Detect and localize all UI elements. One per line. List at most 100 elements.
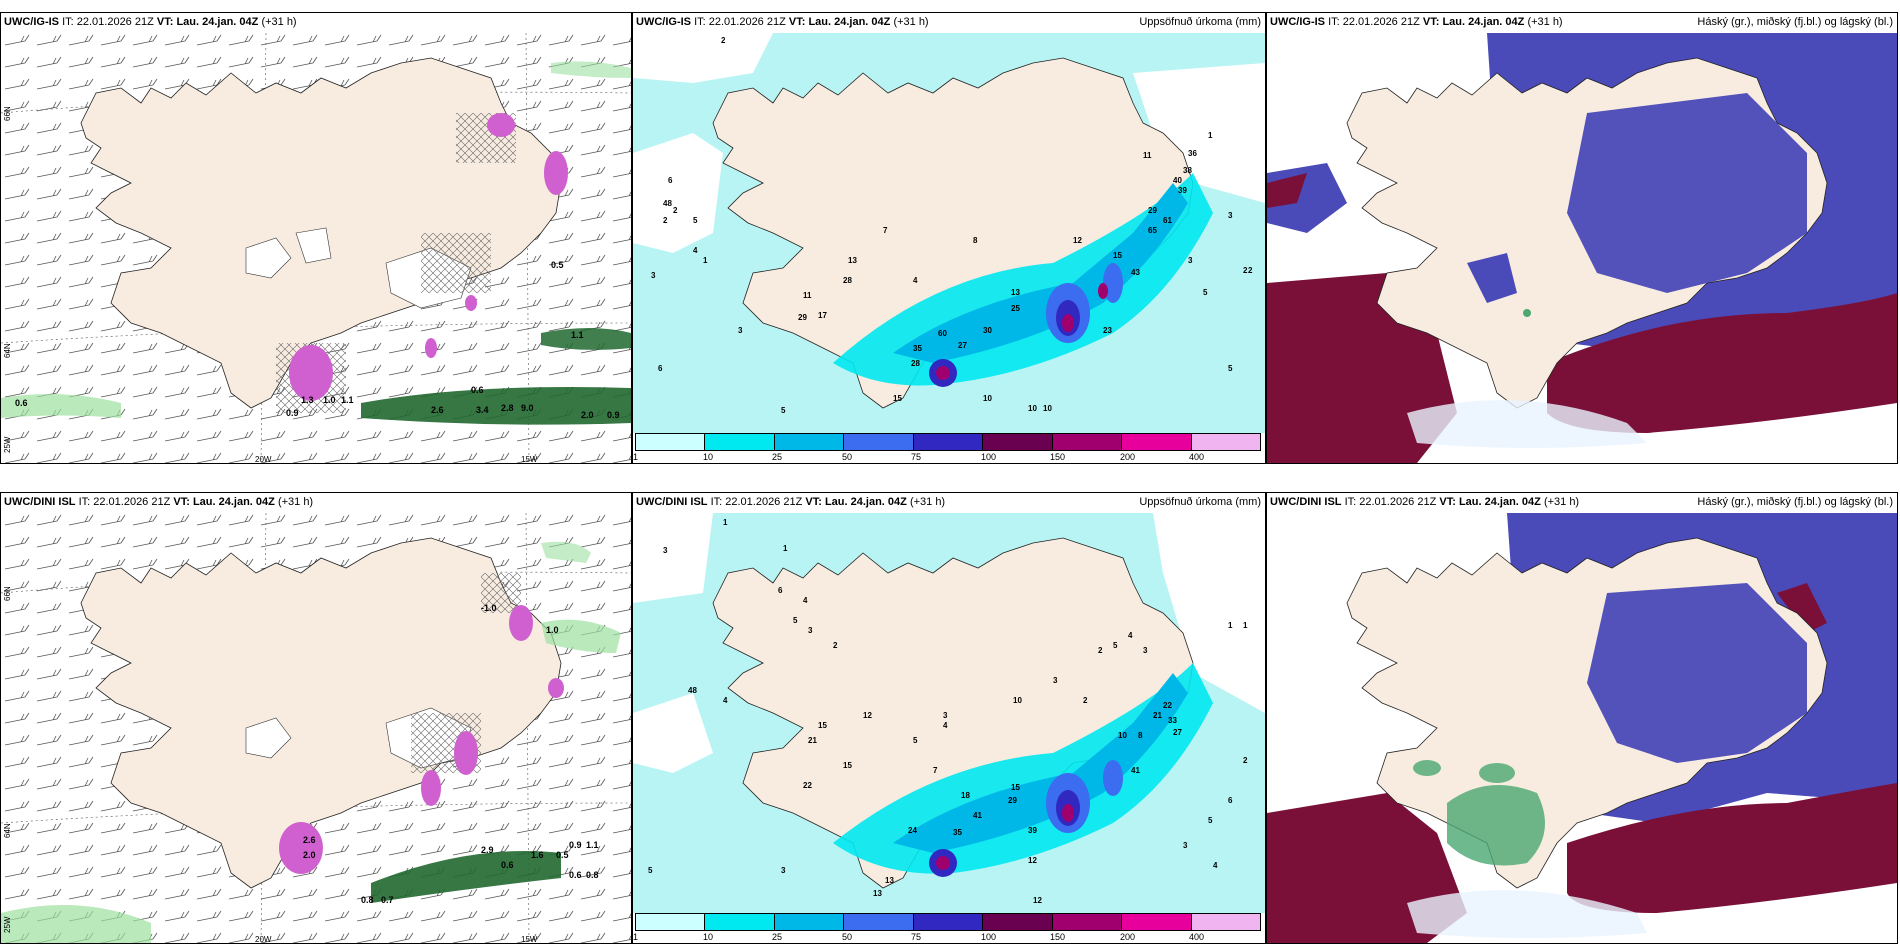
- value-label: 3: [1053, 676, 1058, 685]
- low-cloud-area: [1447, 785, 1545, 866]
- colorbar-segment: [1122, 434, 1192, 450]
- rain-band: [371, 851, 561, 903]
- value-label: 2: [663, 216, 668, 225]
- value-label: 28: [911, 359, 920, 368]
- value-label: 5: [781, 406, 786, 415]
- value-label: 3: [1183, 841, 1188, 850]
- value-label: 7: [933, 766, 938, 775]
- mid-cloud-area: [1267, 173, 1307, 208]
- map-panel-top-left: UWC/IG-IS IT: 22.01.2026 21Z VT: Lau. 24…: [0, 12, 632, 464]
- panel-header: UWC/DINI ISL IT: 22.01.2026 21Z VT: Lau.…: [636, 496, 946, 508]
- value-label: 33: [1168, 716, 1177, 725]
- precip-area: [1098, 283, 1108, 299]
- hatched-region: [421, 233, 491, 293]
- panel-header: UWC/IG-IS IT: 22.01.2026 21Z VT: Lau. 24…: [1270, 16, 1563, 28]
- colorbar-segment: [844, 434, 914, 450]
- colorbar-tick: 100: [981, 932, 997, 942]
- value-label: 1: [723, 518, 728, 527]
- panel-header: UWC/DINI ISL IT: 22.01.2026 21Z VT: Lau.…: [1270, 496, 1580, 508]
- high-cloud-area: [1587, 583, 1807, 763]
- lon-label: 20W: [255, 935, 272, 944]
- low-cloud-patch: [1413, 760, 1441, 776]
- value-label: 7: [883, 226, 888, 235]
- map-panel-bottom-left: UWC/DINI ISL IT: 22.01.2026 21Z VT: Lau.…: [0, 492, 632, 944]
- precipitation-map: 1 3 1 4 6 5 3 2 4 48 15 21 12 22 15 5 24…: [633, 513, 1265, 913]
- value-label: 12: [1073, 236, 1082, 245]
- value-label: 3: [651, 271, 656, 280]
- value-label: 4: [1128, 631, 1133, 640]
- value-label: 3: [1188, 256, 1193, 265]
- value-label: 2: [1083, 696, 1088, 705]
- value-labels: 2 3 2 5 2 6 48 3 4 1 3 5 13 28 29 17 11 …: [651, 33, 1253, 415]
- precip-patch: [289, 345, 333, 401]
- value-label: 21: [808, 736, 817, 745]
- colorbar-tick: 400: [1189, 452, 1205, 462]
- colorbar-segment: [774, 914, 845, 930]
- value-label: 0.8: [586, 870, 599, 880]
- value-label: 5: [693, 216, 698, 225]
- value-label: 1.1: [586, 840, 599, 850]
- value-labels: -1.0 1.0 0.8 0.6 2.9 0.9 0.6 1.6 0.5 1.1…: [303, 603, 599, 905]
- value-label: 10: [1118, 731, 1127, 740]
- glacier: [245, 717, 292, 759]
- mid-cloud-area: [1547, 293, 1897, 433]
- colorbar-segment: [1052, 914, 1123, 930]
- mid-cloud-area: [1567, 783, 1897, 913]
- colorbar-labels: 1 10 25 50 75 100 150 200 400: [633, 932, 1261, 942]
- value-label: 5: [793, 616, 798, 625]
- value-label: 10: [1013, 696, 1022, 705]
- value-label: 15: [893, 394, 902, 403]
- value-label: 65: [1148, 226, 1157, 235]
- value-label: 3: [1228, 211, 1233, 220]
- wind-temperature-map: -1.0 1.0 0.8 0.6 2.9 0.9 0.6 1.6 0.5 1.1…: [1, 513, 631, 943]
- value-label: 8: [973, 236, 978, 245]
- precip-area: [936, 366, 950, 380]
- lon-label: 15W: [521, 935, 538, 944]
- colorbar-tick: 1: [633, 452, 639, 462]
- value-label: 2: [673, 206, 678, 215]
- value-label: 40: [1173, 176, 1182, 185]
- low-cloud-patch: [1479, 763, 1515, 783]
- colorbar-tick: 10: [703, 452, 714, 462]
- value-label: 2.6: [303, 835, 316, 845]
- value-label: 41: [973, 811, 982, 820]
- value-label: 0.6: [471, 385, 484, 395]
- value-label: 15: [1113, 251, 1122, 260]
- value-label: 10: [1028, 404, 1037, 413]
- lat-label: 25W: [3, 436, 12, 453]
- value-label: 21: [1153, 711, 1162, 720]
- value-label: 2: [833, 641, 838, 650]
- colorbar-segment: [1191, 914, 1260, 930]
- panel-header: UWC/DINI ISL IT: 22.01.2026 21Z VT: Lau.…: [4, 496, 314, 508]
- precip-colorbar: [635, 913, 1261, 931]
- colorbar-segment: [705, 914, 775, 930]
- value-label: 3: [943, 711, 948, 720]
- rain-band-light: [541, 541, 591, 563]
- map-panel-bottom-middle: UWC/DINI ISL IT: 22.01.2026 21Z VT: Lau.…: [632, 492, 1266, 944]
- value-label: 13: [873, 889, 882, 898]
- high-cloud-area: [1567, 93, 1807, 293]
- value-label: 43: [1131, 268, 1140, 277]
- value-label: 41: [1131, 766, 1140, 775]
- hatched-region: [481, 573, 521, 613]
- value-label: 3: [738, 326, 743, 335]
- value-label: 13: [1011, 288, 1020, 297]
- value-label: 0.6: [15, 398, 28, 408]
- value-label: 48: [663, 199, 672, 208]
- value-label: 12: [1028, 856, 1037, 865]
- value-label: 1.1: [341, 395, 354, 405]
- value-label: 61: [1163, 216, 1172, 225]
- value-label: 1: [1208, 131, 1213, 140]
- value-labels: 0.6 0.9 0.6 1.1 0.5 2.6 3.4 2.8 9.0 2.0 …: [15, 260, 620, 420]
- value-label: 1.0: [323, 395, 336, 405]
- rain-band-light: [541, 619, 621, 653]
- precip-area: [1062, 804, 1074, 822]
- value-label: 35: [953, 828, 962, 837]
- value-label: 2.0: [581, 410, 594, 420]
- precip-area: [936, 856, 950, 870]
- value-label: 1: [783, 544, 788, 553]
- value-label: 10: [1043, 404, 1052, 413]
- lon-label: 15W: [521, 455, 538, 464]
- precip-patch: [548, 678, 564, 698]
- value-label: 2: [721, 36, 726, 45]
